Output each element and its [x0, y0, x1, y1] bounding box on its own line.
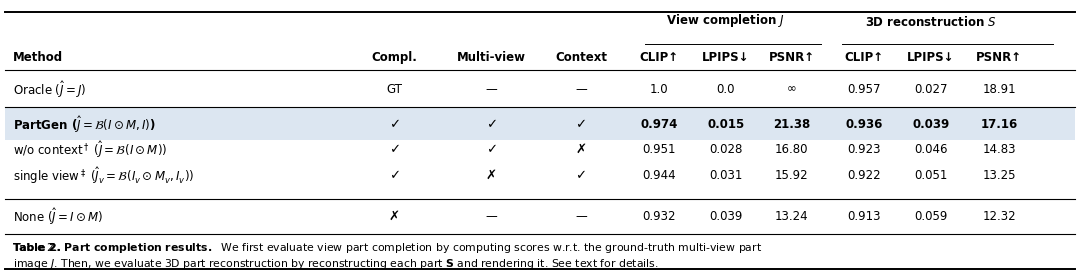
- Text: Table 2.: Table 2.: [13, 243, 60, 253]
- Text: 14.83: 14.83: [982, 143, 1016, 156]
- Text: 13.24: 13.24: [774, 210, 809, 223]
- Text: ✓: ✓: [576, 169, 586, 182]
- Text: ✓: ✓: [389, 143, 400, 156]
- Text: ✓: ✓: [486, 118, 497, 131]
- Text: View completion $J$: View completion $J$: [666, 12, 785, 29]
- Text: 0.922: 0.922: [847, 169, 881, 182]
- Text: PSNR↑: PSNR↑: [769, 51, 814, 64]
- Text: 0.059: 0.059: [915, 210, 947, 223]
- Text: Table 2.  $\bf{Part\ completion\ results.}$  We first evaluate view part complet: Table 2. $\bf{Part\ completion\ results.…: [13, 241, 762, 255]
- Text: —: —: [576, 210, 586, 223]
- Text: 0.027: 0.027: [914, 82, 948, 96]
- Text: Method: Method: [13, 51, 63, 64]
- Text: 0.936: 0.936: [846, 118, 882, 131]
- Text: 0.039: 0.039: [913, 118, 949, 131]
- Text: image $J$. Then, we evaluate 3D part reconstruction by reconstructing each part : image $J$. Then, we evaluate 3D part rec…: [13, 256, 659, 271]
- Text: PSNR↑: PSNR↑: [976, 51, 1022, 64]
- Text: 13.25: 13.25: [982, 169, 1016, 182]
- Text: 15.92: 15.92: [774, 169, 809, 182]
- Text: ✓: ✓: [576, 118, 586, 131]
- Text: 17.16: 17.16: [981, 118, 1017, 131]
- Text: ✓: ✓: [389, 118, 400, 131]
- Text: —: —: [486, 82, 497, 96]
- Text: ✓: ✓: [389, 169, 400, 182]
- Text: Table 2.: Table 2.: [13, 243, 60, 253]
- Text: 0.031: 0.031: [710, 169, 742, 182]
- Text: 12.32: 12.32: [982, 210, 1016, 223]
- Text: 0.028: 0.028: [710, 143, 742, 156]
- Text: Multi-view: Multi-view: [457, 51, 526, 64]
- Text: None ($\hat{J} = I \odot M$): None ($\hat{J} = I \odot M$): [13, 206, 104, 227]
- Text: 0.046: 0.046: [914, 143, 948, 156]
- Text: single view$^\ddagger$ ($\hat{J}_v = \mathcal{B}(I_v \odot M_v, I_v)$): single view$^\ddagger$ ($\hat{J}_v = \ma…: [13, 165, 194, 186]
- Text: 0.039: 0.039: [710, 210, 742, 223]
- Text: Oracle ($\hat{J} = J$): Oracle ($\hat{J} = J$): [13, 79, 86, 99]
- Text: 0.951: 0.951: [642, 143, 676, 156]
- Text: CLIP↑: CLIP↑: [845, 51, 883, 64]
- Text: Context: Context: [555, 51, 607, 64]
- Text: w/o context$^\dagger$ ($\hat{J} = \mathcal{B}(I \odot M)$): w/o context$^\dagger$ ($\hat{J} = \mathc…: [13, 139, 167, 160]
- Text: 18.91: 18.91: [982, 82, 1016, 96]
- Text: Table 2.  ​Part completion results.​  We first evaluate view part completion by : Table 2. ​Part completion results.​ We f…: [13, 243, 735, 253]
- Text: Compl.: Compl.: [372, 51, 417, 64]
- Text: 1.0: 1.0: [649, 82, 669, 96]
- Text: 0.051: 0.051: [915, 169, 947, 182]
- Text: ✗: ✗: [389, 210, 400, 223]
- Text: ✗: ✗: [576, 143, 586, 156]
- Text: GT: GT: [387, 82, 402, 96]
- Text: 21.38: 21.38: [773, 118, 810, 131]
- Text: 0.0: 0.0: [716, 82, 735, 96]
- Text: 16.80: 16.80: [774, 143, 809, 156]
- Text: —: —: [576, 82, 586, 96]
- Text: 0.932: 0.932: [642, 210, 676, 223]
- Text: 0.015: 0.015: [707, 118, 744, 131]
- Text: PartGen ($\hat{J} = \mathcal{B}(I \odot M, I)$): PartGen ($\hat{J} = \mathcal{B}(I \odot …: [13, 114, 156, 135]
- Text: LPIPS↓: LPIPS↓: [907, 51, 955, 64]
- Text: 0.913: 0.913: [847, 210, 881, 223]
- Text: ✓: ✓: [486, 143, 497, 156]
- Text: 0.957: 0.957: [847, 82, 881, 96]
- Text: ∞: ∞: [786, 82, 797, 96]
- FancyBboxPatch shape: [5, 108, 1075, 140]
- Text: 0.944: 0.944: [642, 169, 676, 182]
- Text: —: —: [486, 210, 497, 223]
- Text: LPIPS↓: LPIPS↓: [702, 51, 750, 64]
- Text: 0.974: 0.974: [640, 118, 677, 131]
- Text: 3D reconstruction $S$: 3D reconstruction $S$: [865, 15, 997, 29]
- Text: CLIP↑: CLIP↑: [639, 51, 678, 64]
- Text: 0.923: 0.923: [847, 143, 881, 156]
- Text: ✗: ✗: [486, 169, 497, 182]
